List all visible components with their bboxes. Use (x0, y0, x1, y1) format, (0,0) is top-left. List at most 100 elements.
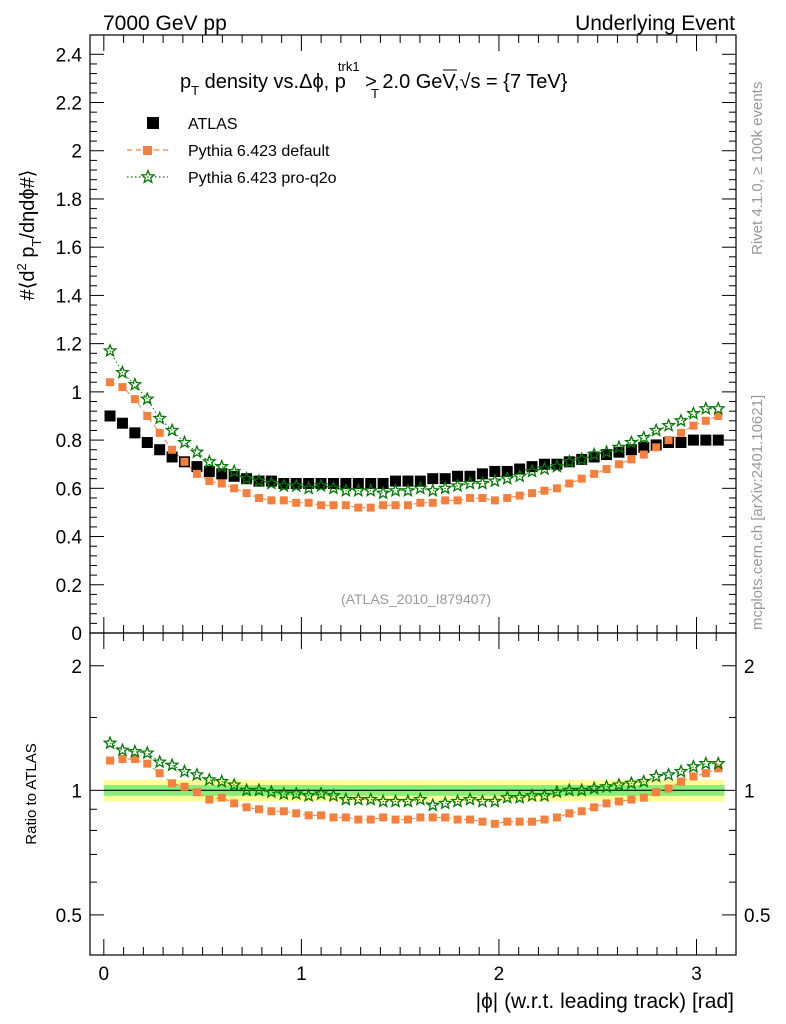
ratio-point-proq2o (388, 793, 403, 808)
data-point-proq2o (288, 478, 304, 493)
ratio-series (102, 735, 726, 828)
data-point-proq2o (363, 482, 379, 498)
main-ytick-label: 0.2 (56, 576, 82, 597)
data-point-atlas (563, 456, 575, 468)
data-point-atlas (687, 434, 699, 446)
ratio-point-proq2o (139, 745, 155, 760)
ratio-point-proq2o (487, 793, 503, 808)
data-point-proq2o (673, 413, 689, 428)
data-point-atlas (613, 446, 625, 458)
ratio-point-proq2o (586, 780, 602, 795)
data-point-default (714, 411, 723, 420)
ratio-point-default (503, 817, 512, 826)
main-ytick-label: 0 (71, 624, 82, 645)
ratio-point-proq2o (400, 793, 416, 808)
mcplots-label: mcplots.cern.ch [arXiv:2401.10621] (749, 395, 766, 630)
data-point-default (217, 479, 226, 488)
ratio-point-proq2o (102, 735, 118, 750)
data-point-proq2o (661, 417, 676, 432)
ratio-point-default (254, 805, 263, 814)
data-point-default (441, 496, 450, 505)
data-point-default (590, 469, 599, 478)
ratio-point-default (130, 755, 139, 764)
data-point-proq2o (636, 429, 652, 444)
ratio-point-default (590, 803, 599, 812)
ratio-point-proq2o (673, 763, 689, 778)
data-point-default (391, 501, 400, 510)
ratio-ytick-label: 2 (71, 657, 82, 678)
ratio-ytick-label-right: 2 (744, 657, 755, 678)
data-point-proq2o (201, 454, 217, 469)
data-point-proq2o (350, 482, 366, 498)
ratio-point-default (192, 788, 201, 797)
data-point-default (242, 489, 251, 498)
data-point-proq2o (487, 473, 503, 488)
main-ytick-label: 1.8 (56, 190, 82, 211)
data-point-proq2o (127, 376, 143, 391)
data-point-proq2o (425, 482, 441, 498)
ratio-xtick-label: 0 (99, 964, 110, 985)
data-point-proq2o (611, 439, 627, 454)
title-trk1-subscript-T: T (371, 86, 379, 101)
ratio-point-proq2o (226, 777, 242, 792)
data-point-proq2o (437, 480, 453, 495)
ratio-point-proq2o (288, 786, 304, 801)
ratio-point-proq2o (363, 791, 379, 806)
ratio-xlabel: |ϕ| (w.r.t. leading track) [rad] (476, 990, 734, 1013)
ratio-point-default (515, 817, 524, 826)
data-point-proq2o (115, 364, 130, 379)
data-point-default (602, 465, 611, 474)
data-point-default (329, 501, 338, 510)
ratio-point-default (428, 813, 437, 822)
data-point-atlas (116, 417, 128, 429)
data-point-default (118, 383, 127, 392)
data-point-atlas (315, 478, 327, 489)
data-point-atlas (476, 468, 488, 480)
ratio-xtick-label: 1 (296, 964, 307, 985)
ratio-point-default (602, 799, 611, 808)
header-right: Underlying Event (575, 12, 735, 35)
data-point-atlas (439, 473, 451, 485)
ylabel-a: #⟨d (17, 270, 39, 300)
ratio-point-proq2o (648, 768, 664, 783)
data-point-default (515, 491, 524, 500)
data-point-proq2o (462, 475, 478, 490)
data-point-proq2o (450, 478, 465, 493)
ratio-point-default (292, 809, 301, 818)
data-point-proq2o (102, 343, 118, 358)
data-point-proq2o (214, 458, 230, 473)
ratio-point-default (143, 759, 152, 768)
ratio-point-proq2o (710, 755, 726, 770)
data-point-proq2o (375, 485, 391, 500)
data-point-default (106, 378, 115, 387)
data-point-proq2o (698, 400, 714, 416)
data-point-proq2o (648, 422, 664, 437)
ratio-ytick-label-right: 1 (744, 781, 755, 802)
title-p: p (180, 71, 191, 93)
data-point-proq2o (164, 422, 180, 437)
ratio-point-proq2o (375, 793, 391, 808)
title-threshold: > 2.0 GeV, (360, 71, 460, 93)
ratio-point-default (540, 815, 549, 824)
ratio-point-default (205, 795, 214, 804)
data-point-default (453, 496, 462, 505)
data-point-default (317, 501, 326, 510)
data-point-atlas (427, 473, 439, 485)
data-point-atlas (228, 470, 240, 482)
data-point-atlas (712, 434, 724, 446)
ratio-point-proq2o (599, 778, 614, 794)
ratio-ytick-label: 0.5 (56, 906, 82, 927)
data-point-proq2o (152, 410, 168, 425)
data-point-atlas (241, 473, 253, 485)
data-point-atlas (402, 475, 414, 487)
data-point-atlas (452, 470, 464, 482)
data-point-atlas (166, 451, 178, 463)
data-point-atlas (154, 444, 166, 456)
data-point-atlas (700, 434, 712, 446)
ylabel-b: p (17, 247, 39, 264)
ratio-ytick-label: 1 (71, 781, 82, 802)
main-ytick-label: 1.2 (56, 335, 82, 356)
main-ylabel: #⟨d2 pT/dηdϕ#⟩ (14, 170, 44, 301)
data-point-atlas (129, 427, 141, 439)
